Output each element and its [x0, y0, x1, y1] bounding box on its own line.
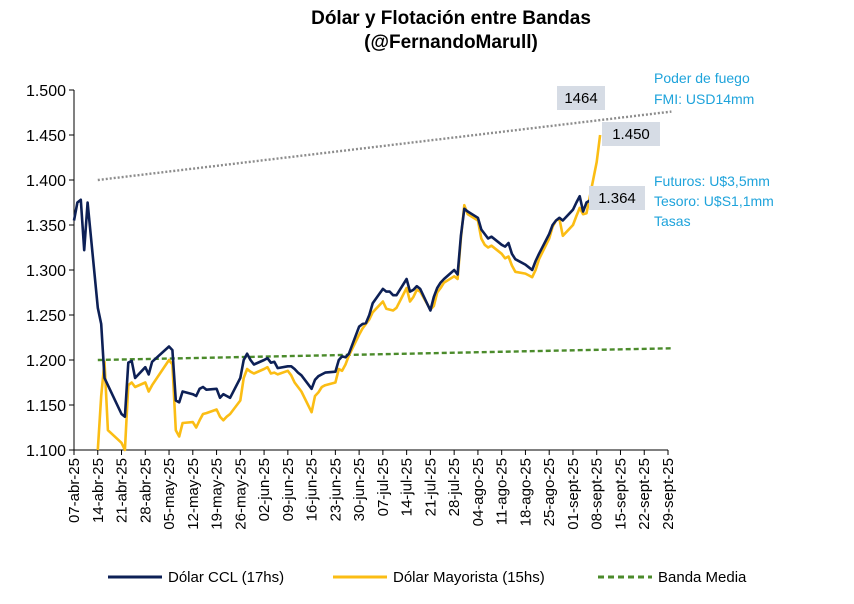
- legend-label-ccl: Dólar CCL (17hs): [168, 569, 284, 586]
- x-tick-label: 05-may-25: [161, 458, 178, 530]
- callouts: 1464 1.450 1.364: [557, 86, 660, 210]
- y-tick-label: 1.350: [26, 218, 66, 235]
- x-tick-label: 25-ago-25: [541, 458, 558, 526]
- callout-1450-label: 1.450: [612, 126, 650, 143]
- callout-1464-box: [557, 86, 605, 110]
- x-tick-label: 09-jun-25: [280, 458, 297, 521]
- y-tick-label: 1.100: [26, 443, 66, 460]
- x-tick-label: 14-abr-25: [90, 458, 107, 523]
- series-banda-superior-line: [97, 110, 672, 182]
- x-tick-label: 28-jul-25: [446, 458, 463, 516]
- chart-subtitle: (@FernandoMarull): [364, 32, 538, 53]
- series-layer: [72, 110, 672, 452]
- x-tick-label: 11-ago-25: [494, 458, 511, 525]
- x-tick-label: 23-jun-25: [327, 458, 344, 521]
- callout-1450-box: [602, 122, 660, 146]
- y-tick-label: 1.500: [26, 83, 66, 100]
- x-tick-label: 19-may-25: [209, 458, 226, 530]
- x-tick-label: 21-jul-25: [422, 458, 439, 516]
- x-tick-label: 14-jul-25: [399, 458, 416, 516]
- legend: Dólar CCL (17hs) Dólar Mayorista (15hs) …: [108, 569, 747, 586]
- x-tick-label: 07-abr-25: [66, 458, 83, 523]
- x-tick-label: 15-sept-25: [612, 458, 629, 530]
- y-tick-label: 1.250: [26, 308, 66, 325]
- callout-1364-box: [589, 186, 645, 210]
- annotation-futuros-line1: Futuros: U$3,5mm: [654, 173, 770, 189]
- y-tick-label: 1.200: [26, 353, 66, 370]
- y-tick-label: 1.400: [26, 173, 66, 190]
- x-tick-label: 02-jun-25: [256, 458, 273, 521]
- x-tick-label: 22-sept-25: [636, 458, 653, 530]
- y-tick-label: 1.300: [26, 263, 66, 280]
- x-tick-label: 18-ago-25: [517, 458, 534, 526]
- callout-1364-label: 1.364: [598, 190, 636, 207]
- x-tick-label: 29-sept-25: [660, 458, 677, 530]
- x-tick-label: 12-may-25: [185, 458, 202, 530]
- x-axis: 07-abr-25 14-abr-25 21-abr-25 28-abr-25 05-m…: [66, 449, 677, 530]
- x-tick-label: 16-jun-25: [304, 458, 321, 521]
- x-tick-label: 30-jun-25: [351, 458, 368, 521]
- series-banda-media-line: [97, 347, 672, 362]
- series-mayorista-line: [96, 134, 602, 452]
- x-tick-label: 26-may-25: [232, 458, 249, 530]
- y-axis: 1.100 1.150 1.200 1.250 1.300 1.350 1.400 1.450…: [26, 83, 75, 460]
- x-tick-label: 21-abr-25: [114, 458, 131, 523]
- annotation-poder-fuego-line2: FMI: USD14mm: [654, 91, 754, 107]
- x-tick-label: 08-sept-25: [589, 458, 606, 530]
- legend-label-mayorista: Dólar Mayorista (15hs): [393, 569, 545, 586]
- x-tick-label: 28-abr-25: [137, 458, 154, 523]
- x-tick-label: 04-ago-25: [470, 458, 487, 526]
- y-tick-label: 1.150: [26, 398, 66, 415]
- x-tick-label: 07-jul-25: [375, 458, 392, 516]
- chart-title: Dólar y Flotación entre Bandas: [311, 8, 591, 29]
- series-ccl-line: [72, 194, 598, 419]
- x-tick-label: 01-sept-25: [565, 458, 582, 530]
- annotation-futuros-line2: Tesoro: U$S1,1mm: [654, 193, 774, 209]
- annotation-futuros-line3: Tasas: [654, 213, 691, 229]
- legend-label-banda-media: Banda Media: [658, 569, 747, 586]
- y-tick-label: 1.450: [26, 128, 66, 145]
- callout-1464-label: 1464: [564, 90, 597, 107]
- annotation-poder-fuego-line1: Poder de fuego: [654, 70, 750, 86]
